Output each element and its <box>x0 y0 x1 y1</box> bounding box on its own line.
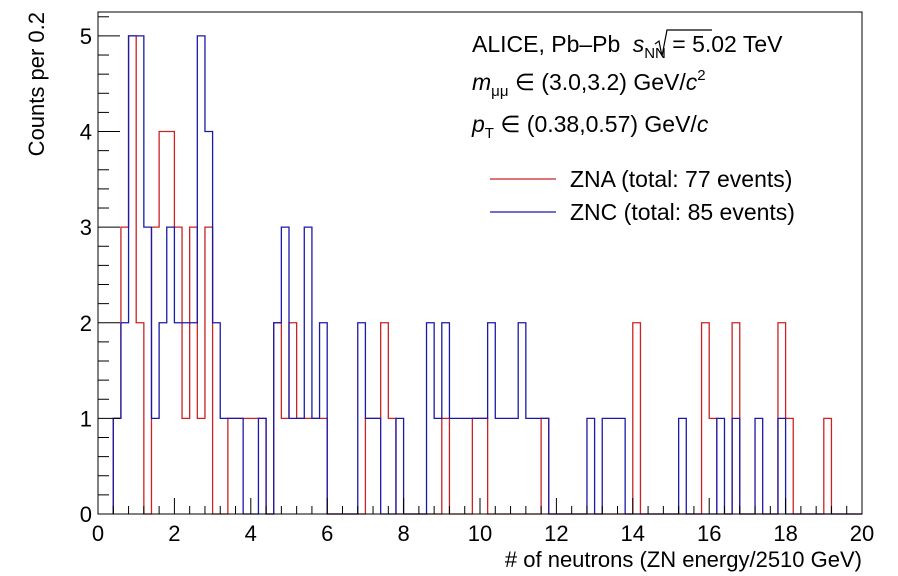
y-tick-label: 5 <box>80 24 92 49</box>
x-tick-label: 2 <box>168 521 180 546</box>
y-tick-label: 3 <box>80 215 92 240</box>
series-znc-histogram <box>112 35 862 515</box>
series-zna-histogram <box>112 35 862 515</box>
sqrt-s-symbol: s <box>633 31 645 57</box>
legend-entry: ZNA (total: 77 events) <box>570 166 792 192</box>
x-tick-label: 6 <box>321 521 333 546</box>
y-tick-label: 2 <box>80 311 92 336</box>
annotation-block: ALICE, Pb–Pb sNN = 5.02 TeV mμμ ∈ (3.0,3… <box>471 29 783 142</box>
x-tick-label: 18 <box>773 521 797 546</box>
annotation-pt-range: pT ∈ (0.38,0.57) GeV/c <box>471 111 709 142</box>
x-tick-label: 20 <box>850 521 874 546</box>
x-axis: 0 2 4 6 8 10 12 14 16 18 20 <box>92 498 874 546</box>
x-tick-label: 16 <box>697 521 721 546</box>
x-tick-label: 8 <box>397 521 409 546</box>
sqrt-sign <box>654 29 712 57</box>
annotation-mass-range: mμμ ∈ (3.0,3.2) GeV/c2 <box>472 67 706 100</box>
x-tick-label: 0 <box>92 521 104 546</box>
y-tick-label: 1 <box>80 406 92 431</box>
legend: ZNA (total: 77 events) ZNC (total: 85 eve… <box>490 166 795 225</box>
x-tick-label: 10 <box>468 521 492 546</box>
x-tick-label: 4 <box>245 521 257 546</box>
series-layer <box>112 35 862 515</box>
legend-entry: ZNC (total: 85 events) <box>570 199 795 225</box>
y-tick-label: 0 <box>80 502 92 527</box>
annotation-collision-energy: ALICE, Pb–Pb sNN = 5.02 TeV <box>472 31 783 62</box>
x-tick-label: 12 <box>544 521 568 546</box>
x-tick-label: 14 <box>621 521 645 546</box>
x-axis-label: # of neutrons (ZN energy/2510 GeV) <box>505 547 862 572</box>
y-axis-label: Counts per 0.2 <box>24 12 49 156</box>
y-tick-label: 4 <box>80 120 92 145</box>
y-axis: 0 1 2 3 4 5 <box>80 16 120 527</box>
